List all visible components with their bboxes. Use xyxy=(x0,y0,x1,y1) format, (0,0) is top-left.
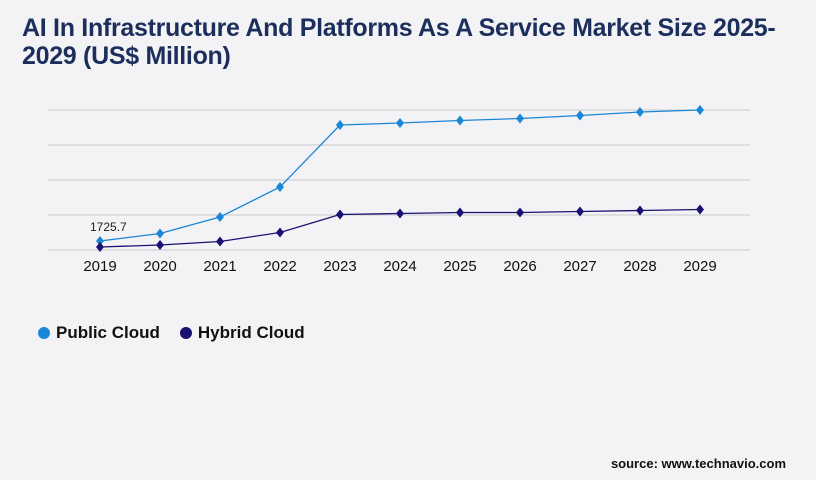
data-point xyxy=(96,235,104,246)
data-point xyxy=(696,105,704,115)
data-point xyxy=(276,227,284,238)
data-point xyxy=(336,209,344,220)
data-label: 1725.7 xyxy=(90,220,127,234)
data-point xyxy=(336,120,344,131)
x-tick-label: 2021 xyxy=(203,258,236,275)
x-tick-label: 2024 xyxy=(383,258,416,275)
legend-marker-icon xyxy=(179,327,192,339)
data-point xyxy=(576,110,584,121)
data-point xyxy=(276,181,284,192)
data-point xyxy=(216,236,224,247)
x-tick-label: 2019 xyxy=(83,258,116,275)
data-point xyxy=(516,113,524,124)
data-point xyxy=(456,207,464,218)
data-point xyxy=(156,228,164,239)
data-point xyxy=(396,117,404,128)
data-point xyxy=(576,206,584,217)
data-point xyxy=(96,242,104,253)
data-point xyxy=(696,204,704,215)
legend: Public Cloud Hybrid Cloud xyxy=(38,323,305,343)
data-point xyxy=(156,239,164,250)
data-point xyxy=(636,205,644,216)
series-line xyxy=(99,109,701,242)
x-tick-label: 2025 xyxy=(443,258,476,275)
x-tick-label: 2022 xyxy=(263,258,296,275)
x-tick-label: 2027 xyxy=(563,258,596,275)
legend-marker-icon xyxy=(38,327,50,339)
data-point xyxy=(396,208,404,219)
data-point xyxy=(216,211,224,222)
legend-item-public-cloud[interactable]: Public Cloud xyxy=(38,323,160,343)
legend-item-hybrid-cloud[interactable]: Hybrid Cloud xyxy=(179,323,305,343)
legend-label: Hybrid Cloud xyxy=(197,323,305,342)
chart-title: AI In Infrastructure And Platforms As A … xyxy=(22,14,776,70)
data-point xyxy=(636,107,644,118)
data-point xyxy=(516,207,524,218)
data-point xyxy=(456,115,464,126)
x-tick-label: 2026 xyxy=(503,258,536,275)
legend-label: Public Cloud xyxy=(56,323,160,342)
x-tick-label: 2023 xyxy=(323,258,356,275)
x-tick-label: 2029 xyxy=(683,258,716,275)
x-tick-label: 2020 xyxy=(143,258,176,275)
source-note: source: www.technavio.com xyxy=(610,456,786,471)
x-tick-label: 2028 xyxy=(623,258,656,275)
